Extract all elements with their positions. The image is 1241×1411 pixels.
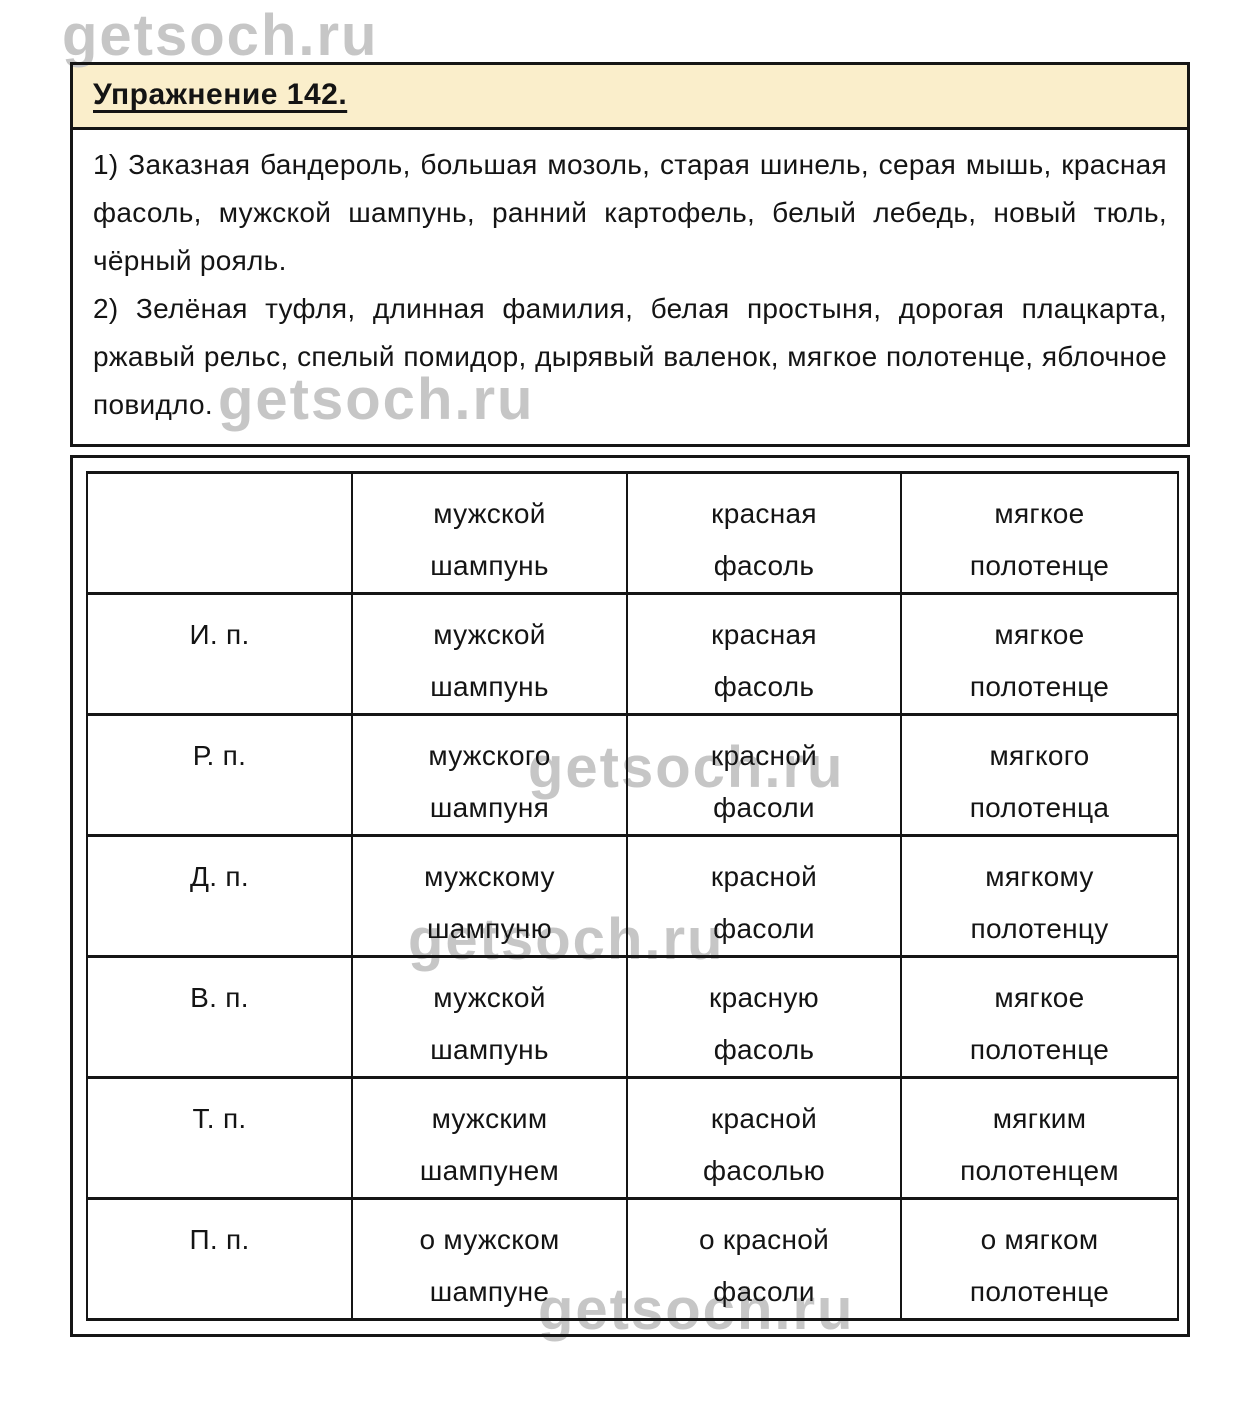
case-label-cell: Т. п.	[86, 1076, 353, 1200]
decl-cell: мягкого полотенца	[900, 713, 1179, 837]
decl-cell: красной фасолью	[626, 1076, 902, 1200]
case-label-cell: Р. п.	[86, 713, 353, 837]
case-label-cell: И. п.	[86, 592, 353, 716]
decl-cell: мягким полотенцем	[900, 1076, 1179, 1200]
table-row-instrumental: Т. п. мужским шампунем красной фасолью м…	[86, 1076, 1179, 1200]
column-header-cell: мужской шампунь	[351, 471, 628, 595]
getsoch-watermark: getsoch.ru	[62, 3, 379, 68]
paragraph-1: 1) Заказная бандероль, большая мозоль, с…	[93, 149, 1167, 276]
exercise-header-box: Упражнение 142.	[70, 62, 1190, 130]
decl-cell: мягкое полотенце	[900, 955, 1179, 1079]
case-label-cell: В. п.	[86, 955, 353, 1079]
corner-cell	[86, 471, 353, 595]
column-header-cell: красная фасоль	[626, 471, 902, 595]
table-row-prepositional: П. п. о мужском шампуне о красной фасоли…	[86, 1197, 1179, 1321]
decl-cell: о мягком полотенце	[900, 1197, 1179, 1321]
paragraph-2: 2) Зелёная туфля, длинная фамилия, белая…	[93, 293, 1167, 420]
decl-cell: мужской шампунь	[351, 955, 628, 1079]
table-row-genitive: Р. п. мужского шампуня красной фасоли мя…	[86, 713, 1179, 837]
decl-cell: мужской шампунь	[351, 592, 628, 716]
exercise-title: Упражнение 142.	[93, 78, 348, 111]
table-header-row: мужской шампунь красная фасоль мягкое по…	[86, 471, 1179, 595]
decl-cell: красной фасоли	[626, 713, 902, 837]
exercise-text-box: 1) Заказная бандероль, большая мозоль, с…	[70, 130, 1190, 447]
declension-table-box: мужской шампунь красная фасоль мягкое по…	[70, 455, 1190, 1337]
decl-cell: мужского шампуня	[351, 713, 628, 837]
table-row-nominative: И. п. мужской шампунь красная фасоль мяг…	[86, 592, 1179, 716]
decl-cell: о мужском шампуне	[351, 1197, 628, 1321]
decl-cell: красную фасоль	[626, 955, 902, 1079]
decl-cell: о красной фасоли	[626, 1197, 902, 1321]
declension-table: мужской шампунь красная фасоль мягкое по…	[86, 471, 1179, 1321]
decl-cell: мягкому полотенцу	[900, 834, 1179, 958]
case-label-cell: Д. п.	[86, 834, 353, 958]
column-header-cell: мягкое полотенце	[900, 471, 1179, 595]
decl-cell: красная фасоль	[626, 592, 902, 716]
decl-cell: мужскому шампуню	[351, 834, 628, 958]
table-row-dative: Д. п. мужскому шампуню красной фасоли мя…	[86, 834, 1179, 958]
case-label-cell: П. п.	[86, 1197, 353, 1321]
decl-cell: мужским шампунем	[351, 1076, 628, 1200]
decl-cell: красной фасоли	[626, 834, 902, 958]
table-row-accusative: В. п. мужской шампунь красную фасоль мяг…	[86, 955, 1179, 1079]
decl-cell: мягкое полотенце	[900, 592, 1179, 716]
